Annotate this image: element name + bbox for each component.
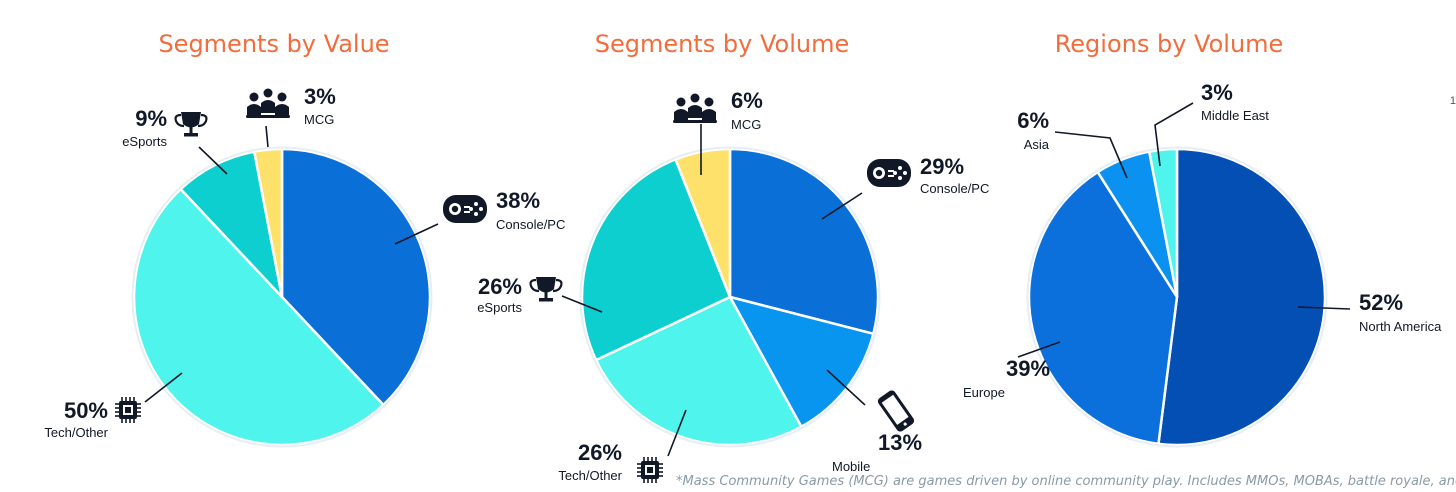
leader-line-esports [198, 146, 228, 175]
chart-title: Segments by Volume [595, 30, 849, 58]
chart-title: Segments by Value [158, 30, 389, 58]
leader-line-tech-other [144, 372, 183, 403]
leader-line-asia [1054, 131, 1128, 179]
pie-slice-mcg [252, 147, 284, 298]
gamepad-icon [867, 159, 911, 187]
category-label-tech-other: Tech/Other [44, 425, 108, 440]
category-label-console-pc: Console/PC [496, 217, 565, 232]
pie-slice-console-pc [728, 147, 880, 336]
leader-line-tech-other [667, 409, 687, 457]
leader-line-europe [1017, 341, 1061, 358]
data-label-tech-other: 50% [64, 398, 108, 423]
category-label-mobile: Mobile [832, 459, 870, 474]
category-label-europe: Europe [963, 385, 1005, 400]
pie-slice-tech-other [594, 295, 803, 447]
data-label-mcg: 6% [731, 88, 763, 113]
pie-slice-esports [580, 157, 732, 362]
leader-line-esports [561, 295, 603, 313]
data-label-middle-east: 3% [1201, 80, 1233, 105]
community-icon [246, 88, 290, 118]
category-label-mcg: MCG [731, 117, 761, 132]
page-number: 1 [1449, 95, 1456, 107]
pie-chart-segments-by-value: Segments by Value 38% Console/PC 50% Tech/Ot… [44, 30, 565, 448]
chart-title: Regions by Volume [1055, 30, 1284, 58]
pie-slice-console-pc [280, 147, 432, 407]
data-label-europe: 39% [1006, 356, 1050, 381]
category-label-esports: eSports [122, 134, 167, 149]
leader-line-middle-east [1154, 102, 1194, 167]
pie-slice-north-america [1157, 147, 1327, 447]
category-label-middle-east: Middle East [1201, 108, 1269, 123]
chip-icon [115, 397, 141, 423]
category-label-console-pc: Console/PC [920, 181, 989, 196]
data-label-north-america: 52% [1359, 290, 1403, 315]
data-label-esports: 26% [478, 274, 522, 299]
pie-outline [579, 146, 881, 448]
category-label-esports: eSports [477, 300, 522, 315]
category-label-tech-other: Tech/Other [558, 468, 622, 483]
data-label-esports: 9% [135, 106, 167, 131]
data-label-mobile: 13% [878, 430, 922, 455]
community-icon [673, 93, 717, 123]
data-label-asia: 6% [1017, 108, 1049, 133]
pie-outline [1026, 146, 1328, 448]
leader-line-console-pc [821, 192, 863, 220]
leader-line-mobile [826, 369, 866, 406]
phone-icon [877, 390, 915, 432]
trophy-icon [529, 277, 563, 302]
footnote: *Mass Community Games (MCG) are games dr… [676, 474, 1456, 489]
pie-slice-esports [178, 150, 285, 301]
leader-line-mcg [265, 125, 269, 148]
pie-chart-segments-by-volume: Segments by Volume 29% Console/PC 13% Mobile… [477, 30, 989, 483]
gamepad-icon [443, 195, 487, 223]
pie-chart-regions-by-volume: Regions by Volume 52% North America 39%Euro… [963, 30, 1442, 448]
chip-icon [637, 457, 663, 483]
data-label-console-pc: 38% [496, 188, 540, 213]
leader-line-north-america [1297, 306, 1351, 310]
category-label-asia: Asia [1024, 137, 1050, 152]
data-label-tech-other: 26% [578, 440, 622, 465]
leader-line-console-pc [394, 223, 439, 245]
pie-outline [131, 146, 433, 448]
pie-slice-tech-other [132, 187, 386, 447]
category-label-mcg: MCG [304, 112, 334, 127]
data-label-mcg: 3% [304, 84, 336, 109]
data-label-console-pc: 29% [920, 154, 964, 179]
trophy-icon [174, 112, 208, 137]
pie-slice-mcg [673, 147, 732, 298]
pie-slice-middle-east [1147, 147, 1179, 298]
category-label-north-america: North America [1359, 319, 1442, 334]
